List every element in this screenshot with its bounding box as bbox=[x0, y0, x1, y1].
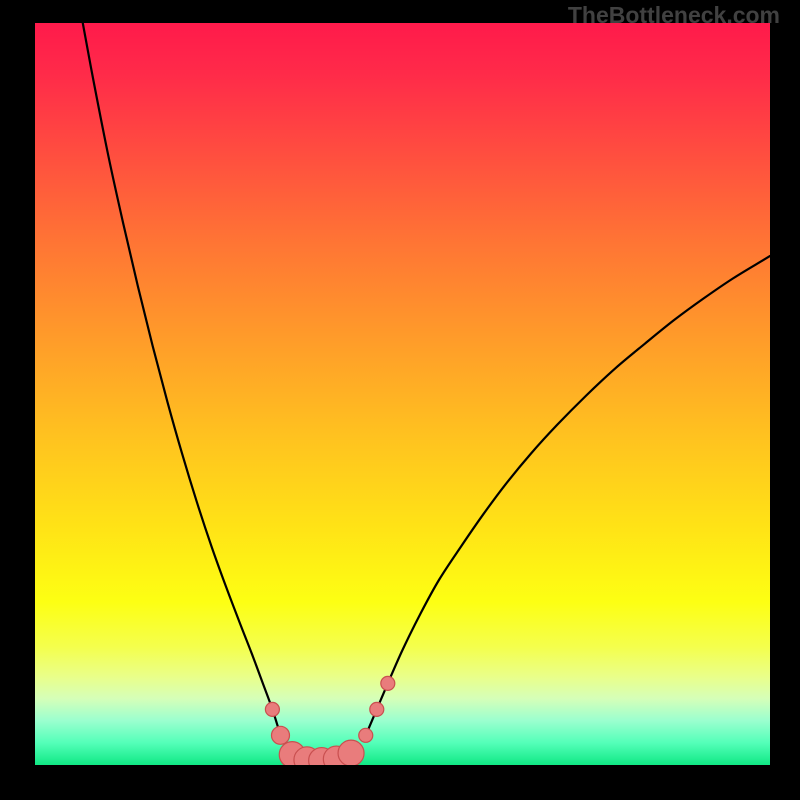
chart-svg bbox=[35, 23, 770, 765]
plot-area bbox=[35, 23, 770, 765]
chart-frame: TheBottleneck.com bbox=[0, 0, 800, 800]
marker-point bbox=[359, 728, 373, 742]
marker-point bbox=[370, 702, 384, 716]
gradient-background bbox=[35, 23, 770, 765]
watermark-text: TheBottleneck.com bbox=[568, 2, 780, 29]
marker-point bbox=[271, 726, 289, 744]
marker-point bbox=[338, 740, 364, 765]
marker-point bbox=[265, 702, 279, 716]
marker-point bbox=[381, 676, 395, 690]
